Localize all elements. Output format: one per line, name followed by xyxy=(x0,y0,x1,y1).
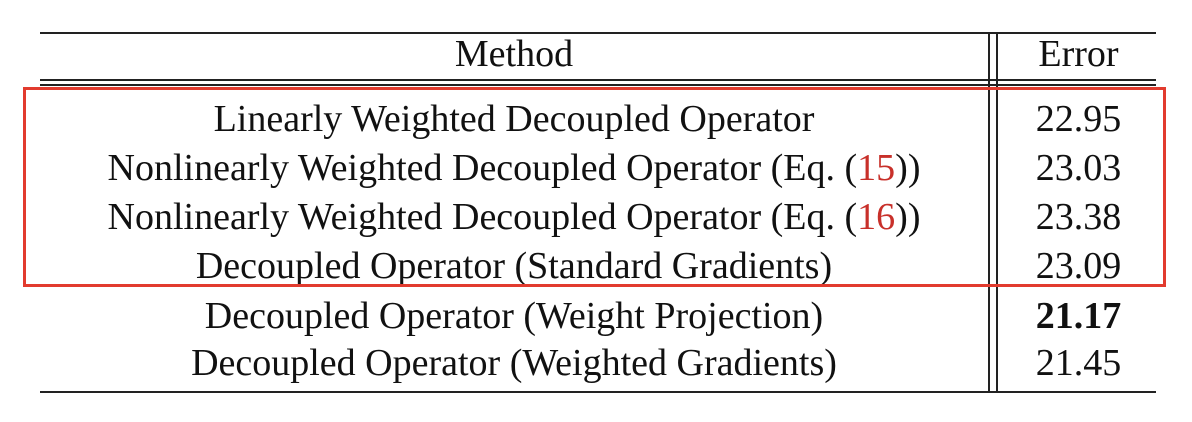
header-error: Error xyxy=(1038,33,1119,75)
method-text: Nonlinearly Weighted Decoupled Operator … xyxy=(107,147,858,189)
row-method: Decoupled Operator (Weighted Gradients) xyxy=(40,338,988,388)
header-rule-lower xyxy=(40,84,1156,86)
method-text: Nonlinearly Weighted Decoupled Operator … xyxy=(107,196,858,238)
method-text-suffix: )) xyxy=(895,196,921,238)
header-method: Method xyxy=(454,33,574,75)
method-text-suffix: )) xyxy=(895,147,921,189)
equation-ref-link[interactable]: 16 xyxy=(857,196,896,238)
bottom-rule xyxy=(40,391,1156,393)
row-method: Decoupled Operator (Weight Projection) xyxy=(40,291,988,341)
equation-ref-link[interactable]: 15 xyxy=(857,147,896,189)
row-error: 23.38 xyxy=(1035,196,1122,238)
row-error-best: 21.17 xyxy=(1035,295,1122,337)
row-error: 23.03 xyxy=(1035,147,1122,189)
method-text: Decoupled Operator (Standard Gradients) xyxy=(195,245,833,287)
row-method: Linearly Weighted Decoupled Operator xyxy=(40,94,988,144)
row-error: 22.95 xyxy=(1035,98,1122,140)
method-text: Decoupled Operator (Weight Projection) xyxy=(204,295,824,337)
highlight-box xyxy=(23,87,1166,287)
row-method: Decoupled Operator (Standard Gradients) xyxy=(40,241,988,291)
header-rule-upper xyxy=(40,79,1156,81)
method-text: Decoupled Operator (Weighted Gradients) xyxy=(191,342,837,384)
row-error: 23.09 xyxy=(1035,245,1122,287)
column-separator-right xyxy=(996,33,998,392)
row-method: Nonlinearly Weighted Decoupled Operator … xyxy=(40,192,988,242)
row-method: Nonlinearly Weighted Decoupled Operator … xyxy=(40,143,988,193)
column-separator-left xyxy=(988,33,990,392)
top-rule xyxy=(40,32,1156,34)
method-text: Linearly Weighted Decoupled Operator xyxy=(213,98,815,140)
row-error: 21.45 xyxy=(1035,342,1122,384)
